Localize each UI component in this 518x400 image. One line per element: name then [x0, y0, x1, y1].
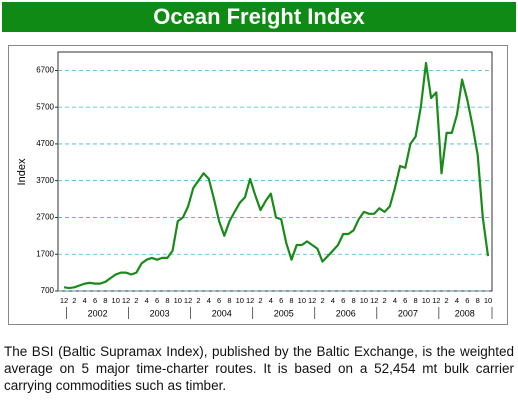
x-tick-label: 10 — [112, 296, 120, 305]
x-tick-label: 8 — [165, 296, 169, 305]
x-tick-label: 10 — [298, 296, 306, 305]
x-tick-label: 12 — [432, 296, 440, 305]
x-tick-label: 8 — [476, 296, 480, 305]
year-label: 2006 — [336, 308, 356, 318]
x-tick-label: 6 — [403, 296, 407, 305]
x-tick-label: 6 — [155, 296, 159, 305]
x-tick-label: 10 — [174, 296, 182, 305]
year-label: 2003 — [150, 308, 170, 318]
x-tick-label: 2 — [134, 296, 138, 305]
x-tick-label: 4 — [145, 296, 149, 305]
x-tick-label: 10 — [360, 296, 368, 305]
x-tick-label: 8 — [414, 296, 418, 305]
y-tick-label: 1700 — [36, 249, 54, 258]
x-tick-label: 6 — [465, 296, 469, 305]
y-tick-label: 6700 — [36, 65, 54, 74]
y-axis-label: Index — [16, 158, 28, 185]
year-label: 2008 — [455, 308, 475, 318]
x-tick-label: 8 — [227, 296, 231, 305]
x-tick-label: 12 — [246, 296, 254, 305]
x-tick-label: 2 — [258, 296, 262, 305]
x-tick-label: 4 — [331, 296, 335, 305]
caption: The BSI (Baltic Supramax Index), publish… — [4, 344, 514, 393]
y-tick-label: 700 — [41, 286, 55, 295]
x-tick-label: 12 — [184, 296, 192, 305]
x-tick-label: 6 — [217, 296, 221, 305]
x-tick-label: 2 — [445, 296, 449, 305]
x-tick-label: 2 — [196, 296, 200, 305]
plot-area — [57, 51, 493, 292]
x-tick-label: 2 — [320, 296, 324, 305]
x-tick-label: 6 — [279, 296, 283, 305]
x-tick-label: 2 — [72, 296, 76, 305]
x-tick-label: 8 — [351, 296, 355, 305]
y-tick-label: 4700 — [36, 139, 54, 148]
x-tick-label: 4 — [269, 296, 273, 305]
chart-frame — [8, 45, 508, 325]
x-tick-label: 12 — [60, 296, 68, 305]
y-tick-label: 5700 — [36, 102, 54, 111]
x-tick-label: 10 — [236, 296, 244, 305]
x-tick-label: 12 — [370, 296, 378, 305]
year-label: 2004 — [212, 308, 232, 318]
year-label: 2005 — [274, 308, 294, 318]
x-tick-label: 12 — [122, 296, 130, 305]
x-tick-label: 4 — [455, 296, 459, 305]
x-tick-label: 10 — [484, 296, 492, 305]
year-label: 2002 — [88, 308, 108, 318]
x-tick-label: 4 — [207, 296, 211, 305]
title-banner: Ocean Freight Index — [2, 2, 516, 32]
x-tick-label: 4 — [83, 296, 87, 305]
x-tick-label: 2 — [382, 296, 386, 305]
x-tick-label: 12 — [308, 296, 316, 305]
x-tick-label: 4 — [393, 296, 397, 305]
x-tick-label: 8 — [103, 296, 107, 305]
x-tick-label: 6 — [341, 296, 345, 305]
x-tick-label: 8 — [289, 296, 293, 305]
data-line — [63, 61, 490, 290]
y-tick-label: 2700 — [36, 213, 54, 222]
x-tick-label: 10 — [422, 296, 430, 305]
x-tick-label: 6 — [93, 296, 97, 305]
year-label: 2007 — [398, 308, 418, 318]
y-tick-label: 3700 — [36, 176, 54, 185]
